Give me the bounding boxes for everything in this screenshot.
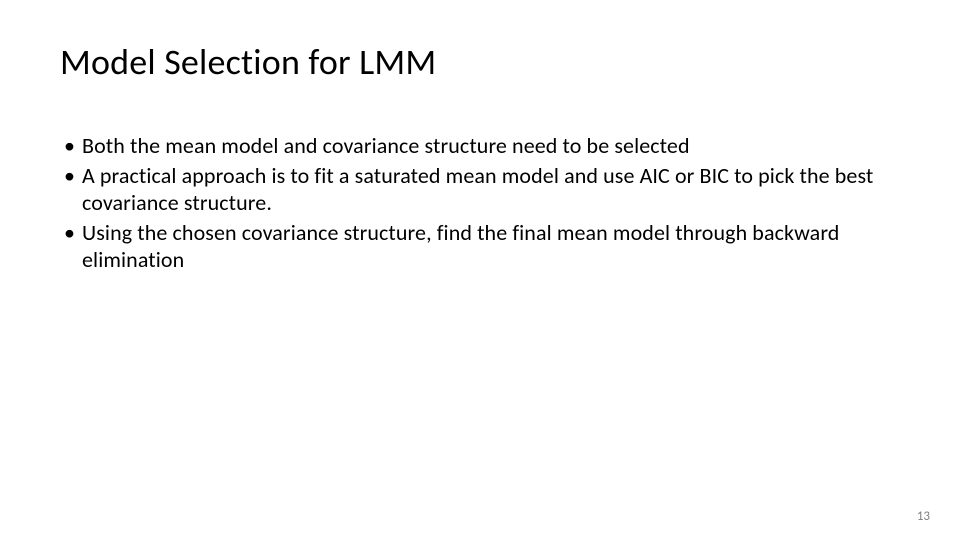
bullet-list: Both the mean model and covariance struc… bbox=[60, 132, 900, 274]
slide-container: Model Selection for LMM Both the mean mo… bbox=[0, 0, 960, 540]
slide-title: Model Selection for LMM bbox=[60, 40, 900, 84]
page-number: 13 bbox=[917, 509, 930, 524]
bullet-item: A practical approach is to fit a saturat… bbox=[60, 162, 900, 217]
bullet-item: Using the chosen covariance structure, f… bbox=[60, 219, 900, 274]
bullet-item: Both the mean model and covariance struc… bbox=[60, 132, 900, 160]
